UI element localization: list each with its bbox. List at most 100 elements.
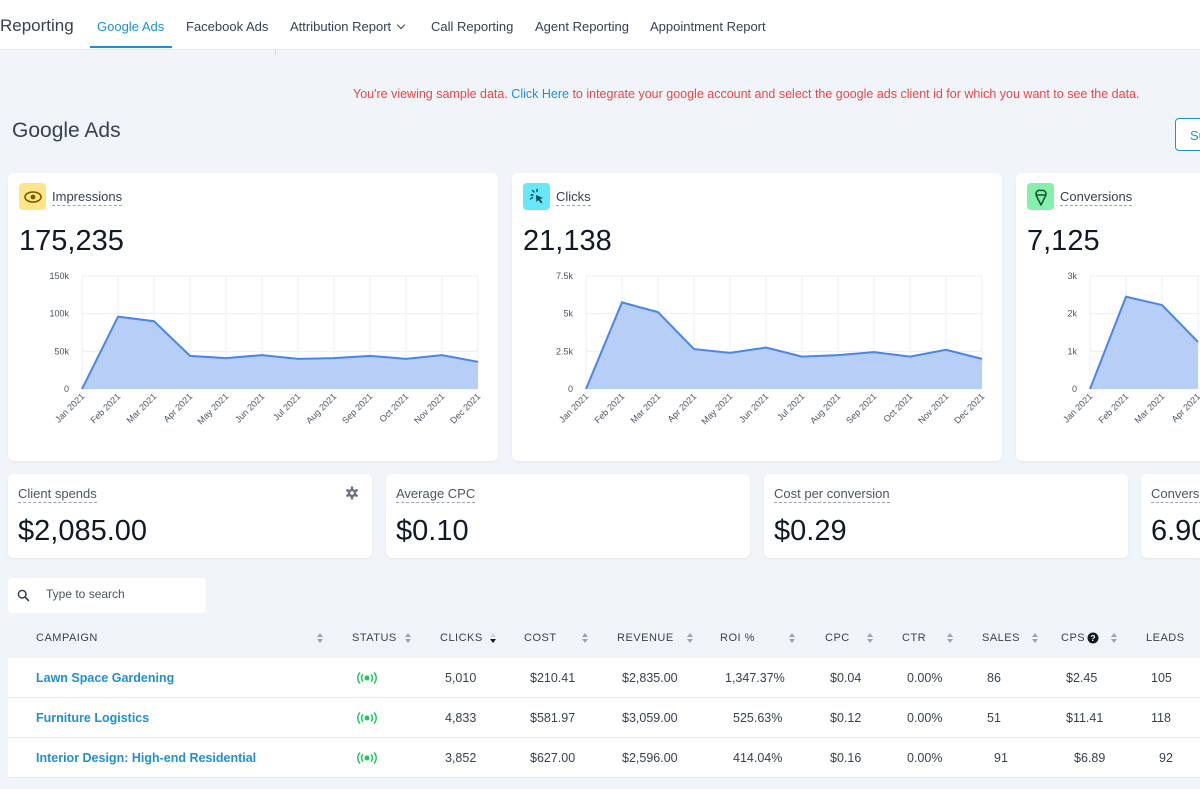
conversions-card: Conversions 7,125 0 1k 2k 3k Jan 2021 Feb 202… [1016,173,1200,461]
clicks-chart: 0 2.5k 5k 7.5k Jan 2021 Feb 2021 Mar 2021 Apr 2… [556,271,986,426]
conversion-rate-value: 6.90 [1151,515,1200,547]
notice-suffix: to integrate your google account and sel… [572,87,1140,101]
sort-icon[interactable] [1110,632,1118,644]
series-line [585,301,983,390]
y-tick-label: 2k [1067,309,1077,319]
client-spends-label[interactable]: Client spends [18,486,97,503]
tab-appointment-report[interactable]: Appointment Report [650,19,766,34]
x-tick-label: Jan 2021 [53,391,86,424]
average-cpc-label[interactable]: Average CPC [396,486,476,503]
impressions-value: 175,235 [19,225,124,257]
x-tick-label: Jul 2021 [271,391,302,422]
roi-cell: 525.63% [733,711,783,725]
tab-attribution-label: Attribution Report [290,19,392,34]
y-tick-label: 3k [1067,271,1077,281]
search-input[interactable] [46,587,196,601]
x-tick-label: Apr 2021 [666,391,699,424]
clicks-cell: 4,833 [445,711,477,725]
campaign-link[interactable]: Lawn Space Gardening [36,671,175,685]
tab-agent-reporting[interactable]: Agent Reporting [535,19,629,34]
col-cost[interactable]: COST [524,632,557,644]
y-tick-label: 1k [1067,346,1077,356]
series-area [82,316,478,389]
roi-cell: 414.04% [733,751,783,765]
sort-icon[interactable] [316,632,324,644]
sort-icon[interactable] [404,632,412,644]
sales-cell: 86 [987,671,1001,685]
sample-data-notice: You're viewing sample data. Click Here t… [353,87,1139,101]
gear-icon[interactable] [345,486,359,505]
revenue-cell: $2,835.00 [622,671,678,685]
conversion-rate-label[interactable]: Conversi [1151,486,1200,503]
cost-cell: $210.41 [530,671,576,685]
col-cps[interactable]: CPS [1061,632,1086,644]
ctr-cell: 0.00% [907,671,943,685]
notice-prefix: You're viewing sample data. [353,87,508,101]
page-title: Google Ads [12,119,121,142]
impressions-label[interactable]: Impressions [52,189,123,206]
svg-text:?: ? [1090,633,1095,643]
x-tick-label: Jul 2021 [775,391,806,422]
table-header: CAMPAIGN STATUS CLICKS COST REVENUE ROI … [8,620,1200,658]
top-right-button[interactable]: Su [1175,118,1200,151]
clicks-value: 21,138 [523,225,612,257]
tab-google-ads[interactable]: Google Ads [97,19,165,34]
status-active-icon [357,672,377,684]
active-tab-indicator [90,46,172,48]
ice-cream-icon [1027,183,1054,210]
clicks-label[interactable]: Clicks [556,189,591,206]
x-tick-label: Jan 2021 [557,391,590,424]
x-tick-label: May 2021 [699,391,734,426]
col-leads[interactable]: LEADS [1146,632,1185,644]
y-tick-label: 50k [54,346,69,356]
col-roi[interactable]: ROI % [720,632,755,644]
clicks-card: Clicks 21,138 0 2.5k 5k 7.5k Jan 2021 Feb 202… [512,173,1002,461]
conversion-rate-card: Conversi 6.90 [1141,474,1200,558]
y-tick-label: 0 [1072,384,1077,394]
col-clicks[interactable]: CLICKS [440,632,483,644]
sort-desc-icon[interactable] [489,632,497,644]
y-tick-label: 150k [49,271,69,281]
x-tick-label: Sep 2021 [340,391,374,425]
integrate-link[interactable]: Click Here [511,87,569,101]
sort-icon[interactable] [581,632,589,644]
campaign-link[interactable]: Furniture Logistics [36,711,150,725]
table-row: Lawn Space Gardening 5,010 $210.41 $2,83… [8,658,1200,698]
sort-icon[interactable] [866,632,874,644]
col-revenue[interactable]: REVENUE [617,632,674,644]
y-tick-label: 0 [64,384,69,394]
sort-icon[interactable] [946,632,954,644]
x-tick-label: Dec 2021 [448,391,482,425]
cost-per-conversion-label[interactable]: Cost per conversion [774,486,890,503]
divider [275,50,276,55]
cpc-cell: $0.04 [830,671,862,685]
col-cpc[interactable]: CPC [825,632,850,644]
sort-icon[interactable] [686,632,694,644]
cps-cell: $2.45 [1066,671,1098,685]
tab-call-reporting[interactable]: Call Reporting [431,19,514,34]
col-ctr[interactable]: CTR [902,632,927,644]
tab-attribution-report[interactable]: Attribution Report [290,19,406,34]
col-sales[interactable]: SALES [982,632,1020,644]
eye-icon [19,183,46,210]
cursor-click-icon [523,183,550,210]
x-tick-label: Mar 2021 [124,391,158,425]
x-tick-label: Aug 2021 [808,391,842,425]
sort-icon[interactable] [788,632,796,644]
campaign-link[interactable]: Interior Design: High-end Residential [36,751,257,765]
status-active-icon [357,712,377,724]
search-box [8,578,206,613]
y-tick-label: 7.5k [556,271,574,281]
x-tick-label: Feb 2021 [592,391,626,425]
cost-cell: $581.97 [530,711,576,725]
help-icon[interactable]: ? [1087,632,1099,644]
conversions-label[interactable]: Conversions [1060,189,1133,206]
cpc-cell: $0.16 [830,751,862,765]
col-status[interactable]: STATUS [352,632,397,644]
y-tick-label: 2.5k [556,346,574,356]
x-tick-label: Jun 2021 [737,391,770,424]
col-campaign[interactable]: CAMPAIGN [36,632,98,644]
x-tick-label: Nov 2021 [916,391,950,425]
tab-facebook-ads[interactable]: Facebook Ads [186,19,269,34]
sort-icon[interactable] [1031,632,1039,644]
